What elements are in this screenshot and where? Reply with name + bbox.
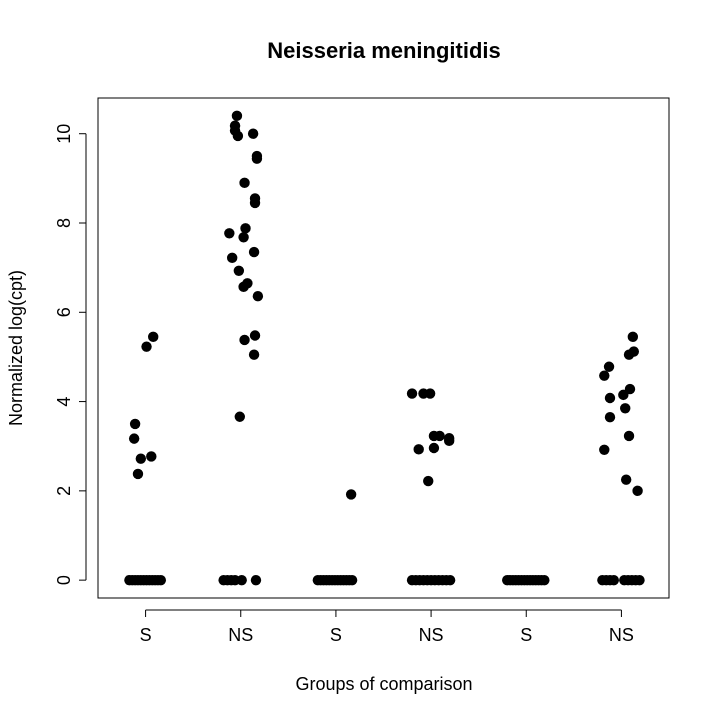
- x-tick-label: NS: [419, 625, 444, 645]
- data-point: [248, 349, 260, 360]
- data-point: [247, 128, 259, 139]
- data-point: [240, 223, 251, 234]
- data-point: [248, 246, 260, 258]
- data-point: [135, 453, 147, 464]
- y-axis-label: Normalized log(cpt): [6, 270, 26, 426]
- data-point: [444, 574, 456, 586]
- data-point: [345, 489, 357, 500]
- data-point: [620, 403, 631, 414]
- y-axis: 0 2 4 6 8 10: [54, 124, 87, 585]
- data-point: [236, 574, 247, 586]
- data-point: [249, 330, 261, 341]
- data-point: [346, 574, 358, 586]
- data-point: [239, 177, 250, 189]
- data-point: [128, 433, 140, 444]
- data-point: [132, 468, 144, 480]
- data-point: [618, 389, 629, 401]
- data-point: [632, 485, 643, 497]
- data-point: [603, 361, 615, 372]
- data-point: [539, 574, 550, 586]
- data-point: [129, 418, 141, 430]
- data-point: [599, 370, 610, 381]
- data-point: [234, 411, 245, 422]
- data-point: [627, 331, 639, 343]
- data-points: [124, 110, 645, 586]
- x-tick-label: NS: [609, 625, 634, 645]
- data-point: [252, 291, 264, 302]
- data-point: [224, 228, 235, 239]
- x-axis: S NS S NS S NS: [140, 609, 634, 645]
- data-point: [608, 574, 620, 586]
- plot-frame: [97, 97, 670, 599]
- data-point: [434, 430, 445, 442]
- data-point: [249, 197, 261, 209]
- y-tick-label: 2: [54, 486, 74, 496]
- data-point: [226, 252, 238, 264]
- data-point: [231, 110, 243, 122]
- y-tick-label: 0: [54, 575, 74, 585]
- x-tick-label: S: [330, 625, 342, 645]
- data-point: [233, 265, 245, 276]
- data-point: [413, 444, 424, 455]
- data-point: [239, 334, 250, 346]
- data-point: [155, 574, 167, 586]
- data-point: [604, 411, 616, 423]
- data-point: [147, 331, 159, 343]
- data-point: [599, 444, 610, 455]
- data-point: [424, 388, 436, 399]
- x-tick-label: S: [520, 625, 532, 645]
- data-point: [423, 475, 434, 487]
- data-point: [251, 153, 263, 164]
- data-point: [238, 232, 249, 243]
- data-point: [232, 130, 244, 142]
- data-point: [406, 388, 418, 399]
- y-tick-label: 8: [54, 218, 74, 228]
- y-tick-label: 10: [54, 124, 74, 144]
- x-tick-label: NS: [228, 625, 253, 645]
- y-tick-label: 4: [54, 397, 74, 407]
- data-point: [604, 392, 616, 404]
- data-point: [428, 442, 440, 454]
- chart-title: Neisseria meningitidis: [267, 38, 501, 63]
- x-tick-label: S: [140, 625, 152, 645]
- data-point: [238, 281, 249, 293]
- data-point: [141, 341, 152, 352]
- data-point: [443, 435, 455, 447]
- data-point: [634, 574, 645, 586]
- data-point: [623, 430, 635, 442]
- y-tick-label: 6: [54, 307, 74, 317]
- data-point: [146, 451, 157, 462]
- x-axis-label: Groups of comparison: [295, 674, 472, 694]
- data-point: [250, 574, 262, 586]
- data-point: [620, 474, 632, 485]
- data-point: [623, 349, 635, 360]
